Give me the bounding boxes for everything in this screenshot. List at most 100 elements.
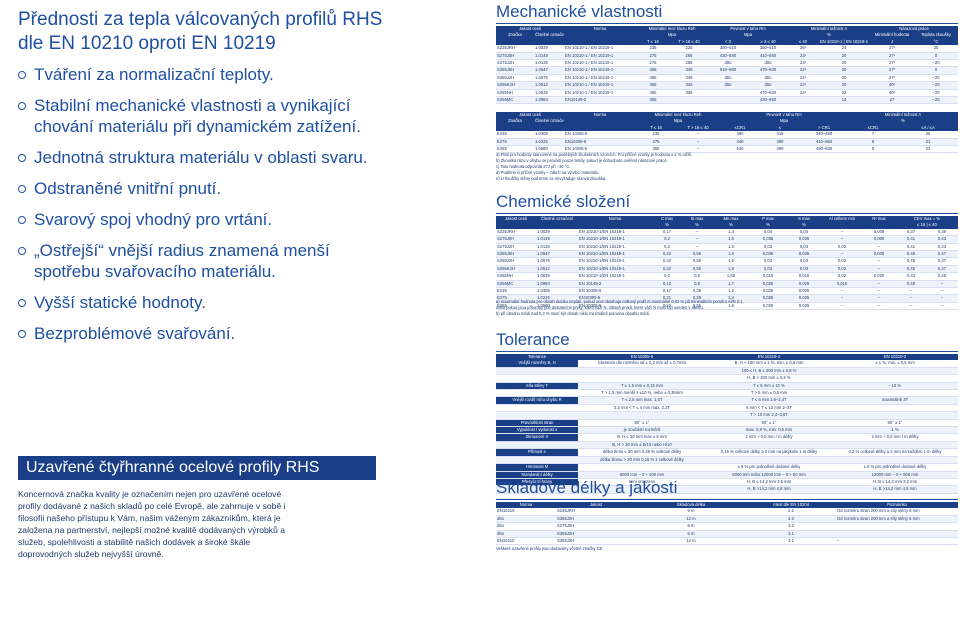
- table-cell: [670, 96, 709, 105]
- divider: [496, 499, 958, 500]
- col-header: Nárazová práce: [870, 26, 959, 33]
- table-cell: –: [822, 294, 862, 303]
- table-cell: [578, 374, 706, 383]
- advantages-list: Tváření za normalizační teploty. Stabiln…: [18, 64, 378, 354]
- table-cell: 1.0580: [534, 145, 565, 154]
- table-cell: 0,02: [822, 265, 862, 274]
- col-header: Si max: [682, 216, 712, 223]
- table-cell: EN10219: [496, 508, 556, 516]
- table-cell: S355J2H: [556, 530, 636, 539]
- table-cell: –: [682, 243, 712, 252]
- table-cell: 0,55: [682, 257, 712, 266]
- divider: [496, 23, 958, 24]
- table-cell: 1.0576: [536, 257, 578, 266]
- table-row: T > 10 mm 2,4–3,6T: [496, 411, 958, 420]
- table-cell: 25: [898, 131, 959, 139]
- table-cell: Vnější rozdíl rohu ohybu R: [496, 396, 578, 405]
- table-cell: 1.0984: [536, 280, 578, 289]
- table-cell: dtto: [496, 522, 556, 531]
- table-cell: 1,5: [712, 235, 750, 244]
- list-item: Tváření za normalizační teploty.: [18, 64, 378, 85]
- table-cell: 0,5: [682, 280, 712, 289]
- table-cell: –: [836, 537, 958, 546]
- table-row: délka zlomu > 30 mm 0,15 % z celkové dél…: [496, 456, 958, 465]
- tol-table: Tolerance EN 10305-5 EN 10219-2 EN 10210…: [496, 354, 958, 494]
- circle-bullet-icon: [18, 102, 26, 110]
- table-cell: 540: [720, 145, 761, 154]
- table-cell: –: [862, 302, 896, 311]
- mech-table-1-body: S235JRH 1.0039 EN 10210-1 / EN 10219-1 235 2…: [496, 45, 959, 105]
- table-cell: 0,025: [750, 280, 786, 289]
- table-row: T > 1,5 mm menší z ±10 %, nebo ± 0,35mm T…: [496, 389, 958, 398]
- col-header: [822, 222, 862, 229]
- table-cell: 0,45: [896, 257, 926, 266]
- table-cell: −20: [914, 89, 959, 98]
- table-cell: 275: [636, 138, 677, 147]
- table-cell: B, H > 30 mm ± B/10 nebo H/10: [578, 441, 706, 450]
- table-cell: EN 10305-5: [578, 302, 652, 311]
- col-header: [536, 222, 578, 229]
- table-cell: 0,47: [926, 250, 958, 259]
- table-row: S355MC 1.0984 EN10149-2 355 430–550 14 27 −20: [496, 96, 959, 105]
- table-cell: 5: [848, 145, 899, 154]
- table-cell: –: [822, 250, 862, 259]
- col-header: Mpa: [708, 32, 789, 39]
- note: nebo pokud jsou přítomny jiné dostatečné…: [496, 305, 704, 310]
- table-cell: 3.1: [746, 537, 836, 546]
- table-cell: tolerance dle rozměru od ± 0,2 mm až ± 0…: [578, 360, 706, 368]
- list-item: Vyšší statické hodnoty.: [18, 292, 378, 313]
- table-cell: 0,02: [822, 272, 862, 281]
- col-header: [534, 38, 565, 46]
- table-cell: T ≤ 2,5 mm max. 1,5T: [578, 396, 706, 405]
- table-cell: 0,020: [862, 272, 896, 281]
- table-cell: [496, 456, 578, 465]
- circle-bullet-icon: [18, 185, 26, 193]
- sklad-note: Veškeré uzavřené profily jsou dodávány v…: [496, 546, 603, 551]
- table-cell: 1.0547: [536, 250, 578, 259]
- note: a) Platí pro hodnoty stanovené na podéln…: [496, 152, 693, 157]
- table-cell: –: [926, 302, 958, 311]
- note: b) Zkouška rázu v ohybu se provádí pouze…: [496, 158, 668, 163]
- table-cell: 1.0547: [534, 66, 565, 75]
- table-cell: 100 ≤ H, B ≤ 200 mm ± 0,8 %: [706, 367, 832, 376]
- col-header: Značka: [496, 32, 534, 39]
- table-cell: 0,47: [926, 265, 958, 274]
- table-cell: 1.0149: [534, 52, 565, 61]
- table-cell: dtto: [708, 74, 749, 83]
- table-cell: 27²: [870, 52, 915, 61]
- table-cell: –: [682, 228, 712, 237]
- table-cell: –: [926, 294, 958, 303]
- table-cell: [578, 411, 706, 420]
- table-cell: 21: [898, 138, 959, 147]
- col-header: < 3: [708, 38, 749, 46]
- table-cell: [496, 404, 578, 413]
- table-cell: 345: [670, 74, 709, 83]
- sklad-table: Norma Jakost Skladová délka Atest dle EN…: [496, 502, 958, 546]
- table-cell: 345: [670, 89, 709, 98]
- table-cell: 315: [760, 131, 801, 139]
- col-header: Al celkem min: [822, 216, 862, 223]
- table-cell: 470–630: [748, 89, 789, 98]
- table-cell: S355J2H: [496, 74, 534, 83]
- table-cell: maximálně 3T: [832, 396, 958, 405]
- table-cell: 1.0512: [536, 265, 578, 274]
- table-cell: 360–510: [708, 45, 749, 53]
- table-cell: 1.0039: [534, 45, 565, 53]
- col-header: Mpa: [636, 32, 709, 39]
- col-header: Mpa: [720, 118, 849, 125]
- chem-table-body: S235JRH 1.0039 EN 10210-1/EN 10219-1 0,17–1…: [496, 228, 958, 311]
- table-cell: 24: [818, 45, 871, 53]
- table-cell: 0,22: [652, 265, 682, 274]
- table-cell: Síla stěny T: [496, 382, 578, 391]
- col-header: %: [652, 222, 682, 229]
- table-cell: EN 10210-1/EN 10219-1: [578, 265, 652, 274]
- table-cell: 275: [636, 59, 671, 68]
- table-cell: dtto: [748, 81, 789, 90]
- table-cell: 0,39: [926, 228, 958, 237]
- circle-bullet-icon: [18, 154, 26, 162]
- table-cell: EN 10305-5: [578, 287, 652, 296]
- table-cell: 20: [818, 66, 871, 75]
- table-cell: 355: [636, 81, 671, 90]
- banner-description: Koncernová značka kvality je označením n…: [18, 489, 286, 559]
- table-row: E275 1.0225 EN10305-5 275–440 390 410–550 6 21: [496, 138, 959, 147]
